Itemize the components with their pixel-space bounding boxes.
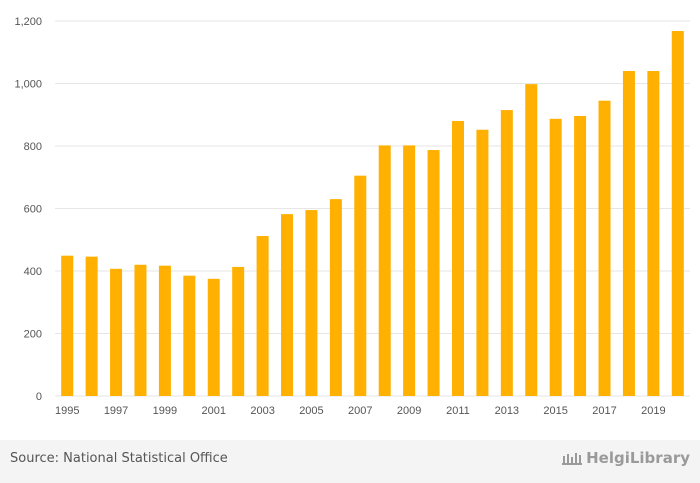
library-building-icon: [562, 453, 583, 465]
bar-2010[interactable]: [427, 150, 440, 396]
bar-2017[interactable]: [598, 100, 611, 396]
y-tick-label: 1,000: [14, 79, 42, 91]
bar-1997[interactable]: [110, 268, 123, 396]
bar-2000[interactable]: [183, 275, 196, 396]
bar-2006[interactable]: [329, 199, 342, 396]
x-tick-label: 2003: [250, 405, 274, 417]
bar-2005[interactable]: [305, 210, 318, 396]
y-tick-label: 400: [24, 266, 42, 278]
bar-1998[interactable]: [134, 264, 147, 396]
bar-chart: 0 200 400 600 800 1,000 1,200 1995 1997 1999 2001…: [14, 16, 690, 417]
bar-1996[interactable]: [85, 256, 98, 396]
bar-1999[interactable]: [158, 265, 171, 396]
y-tick-label: 200: [24, 329, 42, 341]
x-axis-ticks: 1995 1997 1999 2001 2003 2005 2007 2009 2011 2013…: [55, 405, 666, 417]
y-axis-ticks: 0 200 400 600 800 1,000 1,200: [14, 16, 42, 403]
x-tick-label: 2019: [641, 405, 665, 417]
bar-2013[interactable]: [500, 110, 513, 396]
x-tick-label: 2009: [397, 405, 421, 417]
x-tick-label: 1995: [55, 405, 79, 417]
y-tick-label: 0: [36, 391, 42, 403]
bar-2002[interactable]: [232, 266, 245, 396]
bar-2018[interactable]: [622, 71, 635, 396]
logo-text: HelgiLibrary: [586, 449, 690, 467]
bar-2004[interactable]: [281, 214, 294, 396]
y-tick-label: 600: [24, 204, 42, 216]
x-tick-label: 2017: [592, 405, 616, 417]
bar-1995[interactable]: [61, 255, 74, 396]
x-tick-label: 2013: [495, 405, 519, 417]
bar-2020[interactable]: [671, 31, 684, 396]
bar-2015[interactable]: [549, 118, 562, 396]
bar-2014[interactable]: [525, 84, 538, 396]
bars: [61, 31, 684, 396]
bar-2016[interactable]: [574, 116, 587, 396]
x-tick-label: 2001: [202, 405, 226, 417]
footer: [0, 440, 700, 483]
source-note: Source: National Statistical Office: [10, 451, 228, 466]
x-tick-label: 1999: [153, 405, 177, 417]
grid-lines: [55, 20, 690, 397]
bar-2003[interactable]: [256, 236, 269, 396]
bar-2009[interactable]: [403, 145, 416, 396]
x-tick-label: 2015: [543, 405, 567, 417]
bar-2019[interactable]: [647, 71, 660, 396]
y-tick-label: 1,200: [14, 16, 42, 28]
bar-2001[interactable]: [207, 278, 220, 396]
bar-2008[interactable]: [378, 145, 391, 396]
bar-2007[interactable]: [354, 175, 367, 396]
y-tick-label: 800: [24, 141, 42, 153]
x-tick-label: 2011: [446, 405, 470, 417]
x-tick-label: 2007: [348, 405, 372, 417]
x-tick-label: 1997: [104, 405, 128, 417]
bar-2012[interactable]: [476, 129, 489, 396]
x-tick-label: 2005: [299, 405, 323, 417]
bar-2011[interactable]: [451, 121, 464, 396]
helgi-library-logo[interactable]: HelgiLibrary: [562, 449, 690, 467]
